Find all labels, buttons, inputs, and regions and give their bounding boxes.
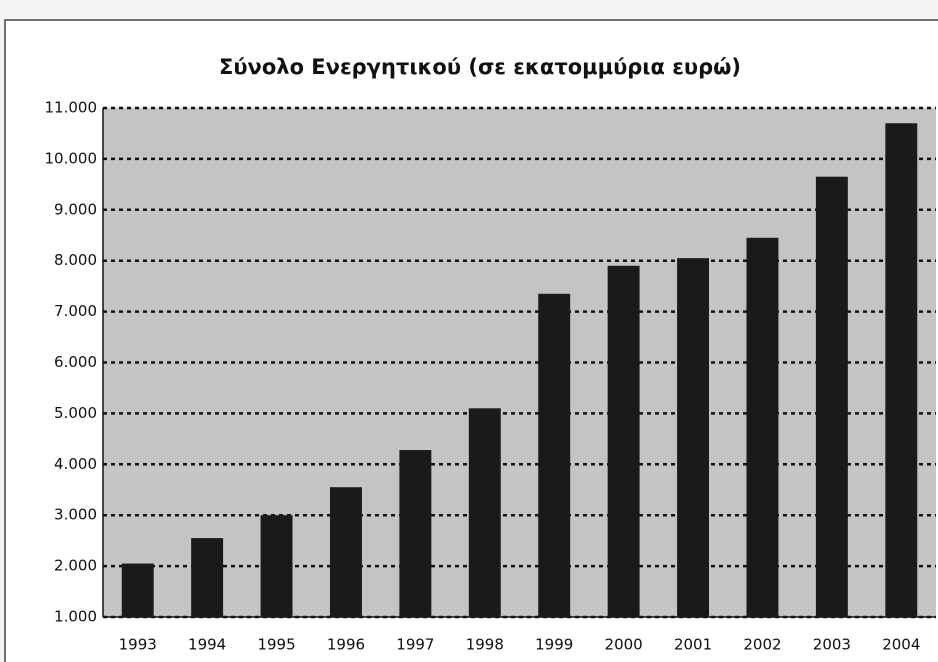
y-tick-label: 2.000 bbox=[54, 557, 97, 575]
bar bbox=[885, 123, 918, 618]
x-tick-label: 1997 bbox=[396, 636, 434, 654]
y-tick-label: 10.000 bbox=[45, 149, 98, 167]
y-tick-label: 9.000 bbox=[54, 200, 97, 218]
x-tick-label: 2004 bbox=[882, 636, 920, 654]
x-tick-label: 2000 bbox=[605, 636, 643, 654]
x-tick-label: 1998 bbox=[466, 636, 504, 654]
bar bbox=[191, 538, 224, 617]
bar bbox=[746, 237, 779, 618]
x-tick-label: 1994 bbox=[188, 636, 226, 654]
x-tick-label: 1999 bbox=[535, 636, 573, 654]
x-tick-label: 1995 bbox=[257, 636, 295, 654]
x-tick-label: 1996 bbox=[327, 636, 365, 654]
y-tick-label: 4.000 bbox=[54, 455, 97, 473]
bar bbox=[468, 408, 501, 617]
x-tick-label: 2003 bbox=[813, 636, 851, 654]
bar bbox=[329, 487, 362, 617]
bar bbox=[260, 515, 293, 617]
bar bbox=[607, 265, 640, 617]
y-tick-label: 11.000 bbox=[45, 99, 98, 117]
y-tick-label: 5.000 bbox=[54, 404, 97, 422]
y-tick-label: 3.000 bbox=[54, 506, 97, 524]
bar bbox=[121, 563, 154, 617]
bar bbox=[538, 293, 571, 617]
x-tick-label: 1993 bbox=[119, 636, 157, 654]
y-tick-label: 6.000 bbox=[54, 353, 97, 371]
y-tick-label: 7.000 bbox=[54, 302, 97, 320]
x-tick-label: 2002 bbox=[743, 636, 781, 654]
bar bbox=[399, 450, 432, 617]
x-tick-label: 2001 bbox=[674, 636, 712, 654]
bar bbox=[677, 258, 710, 617]
y-tick-label: 1.000 bbox=[54, 608, 97, 626]
bar bbox=[815, 176, 848, 617]
y-tick-label: 8.000 bbox=[54, 251, 97, 269]
chart-title: Σύνολο Ενεργητικού (σε εκατομμύρια ευρώ) bbox=[219, 55, 741, 79]
